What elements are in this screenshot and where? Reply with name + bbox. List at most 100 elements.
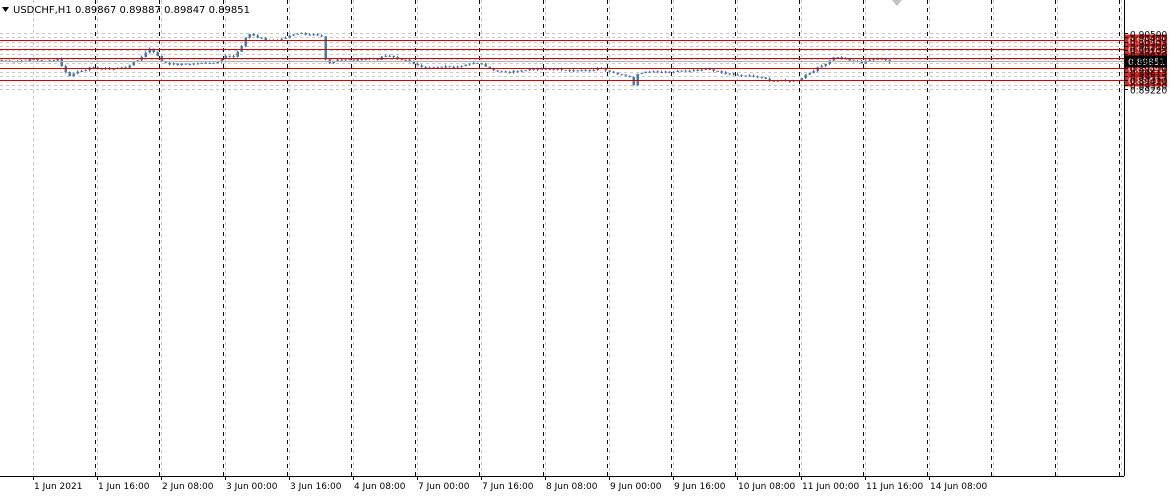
candle: [176, 63, 179, 66]
candle: [204, 61, 207, 64]
candle: [716, 70, 719, 72]
candle: [172, 62, 175, 66]
candle: [512, 69, 515, 74]
candle: [684, 69, 687, 72]
candle: [644, 71, 647, 74]
candle: [316, 33, 319, 36]
x-tick-label: 3 Jun 16:00: [290, 482, 342, 492]
level-label: 0.89692: [1128, 65, 1165, 75]
y-tick-label: 0.90500: [1130, 31, 1167, 41]
candle: [52, 59, 55, 62]
candle: [500, 70, 503, 73]
candle: [72, 73, 75, 77]
candle: [260, 37, 263, 40]
candle: [384, 54, 387, 58]
candle: [720, 70, 723, 75]
candle: [564, 69, 567, 71]
x-tick-label: 9 Jun 16:00: [674, 482, 726, 492]
candle: [424, 66, 427, 69]
candle: [804, 74, 807, 79]
candle: [732, 72, 735, 76]
y-tick-label: 0.90305: [1130, 40, 1167, 50]
candle: [232, 54, 235, 59]
candle: [768, 77, 771, 83]
candle: [616, 72, 619, 75]
candle: [760, 76, 763, 79]
candle: [736, 73, 739, 76]
y-tick-label: 0.90400: [1130, 35, 1167, 45]
symbol-label: USDCHF,H1: [13, 5, 72, 16]
candle: [828, 60, 831, 66]
candle: [504, 70, 507, 73]
y-tick-label: 0.90010: [1130, 52, 1167, 62]
candle: [696, 68, 699, 72]
candle: [608, 70, 611, 73]
dropdown-triangle-icon[interactable]: [2, 7, 9, 12]
candle: [200, 62, 203, 64]
candle: [396, 55, 399, 60]
candle: [64, 64, 67, 74]
level-label: 0.90143: [1128, 46, 1165, 56]
level-label: 0.90347: [1128, 37, 1165, 47]
candle: [588, 69, 591, 72]
level-label-bg: [1125, 74, 1167, 87]
y-tick-label: 0.89220: [1130, 87, 1167, 97]
candle: [452, 65, 455, 69]
y-tick-label: 0.89515: [1130, 74, 1167, 84]
candle: [456, 65, 459, 68]
candle: [180, 63, 183, 66]
candle: [184, 63, 187, 65]
y-tick-label: 0.89910: [1130, 57, 1167, 67]
candle: [820, 64, 823, 68]
candle: [284, 36, 287, 39]
candle: [520, 69, 523, 73]
candle: [664, 70, 667, 74]
candle: [144, 51, 147, 58]
candle: [252, 33, 255, 37]
candle: [208, 62, 211, 65]
candle: [484, 62, 487, 67]
y-tick-label: 0.89710: [1130, 66, 1167, 76]
candle: [824, 63, 827, 68]
candle: [460, 65, 463, 68]
candle: [832, 57, 835, 62]
candle: [312, 33, 315, 36]
candle: [656, 70, 659, 74]
candle: [728, 73, 731, 76]
candle: [84, 69, 87, 72]
candle: [228, 55, 231, 58]
candle: [444, 64, 447, 69]
candle: [220, 58, 223, 64]
candle: [812, 69, 815, 74]
candle: [480, 63, 483, 65]
x-tick-label: 1 Jun 16:00: [98, 482, 150, 492]
candle: [188, 63, 191, 66]
candle: [572, 68, 575, 73]
candle: [380, 55, 383, 61]
candle: [568, 69, 571, 73]
chart-shift-marker-icon[interactable]: [892, 0, 902, 6]
candle: [96, 66, 99, 70]
candle: [192, 63, 195, 66]
candle: [148, 47, 151, 54]
x-tick-label: 1 Jun 2021: [34, 482, 82, 492]
candle: [440, 66, 443, 68]
x-tick-label: 10 Jun 08:00: [738, 482, 795, 492]
candle: [288, 35, 291, 38]
y-tick-label: 0.90200: [1130, 44, 1167, 54]
candle: [156, 51, 159, 57]
candle: [692, 69, 695, 72]
candle: [524, 70, 527, 72]
candle: [652, 70, 655, 73]
candle: [308, 33, 311, 36]
candle: [612, 71, 615, 74]
candle: [68, 71, 71, 77]
x-tick-label: 2 Jun 08:00: [162, 482, 214, 492]
candle: [836, 56, 839, 59]
candle: [300, 32, 303, 35]
candle: [764, 77, 767, 79]
candle: [244, 37, 247, 48]
candle: [660, 70, 663, 74]
